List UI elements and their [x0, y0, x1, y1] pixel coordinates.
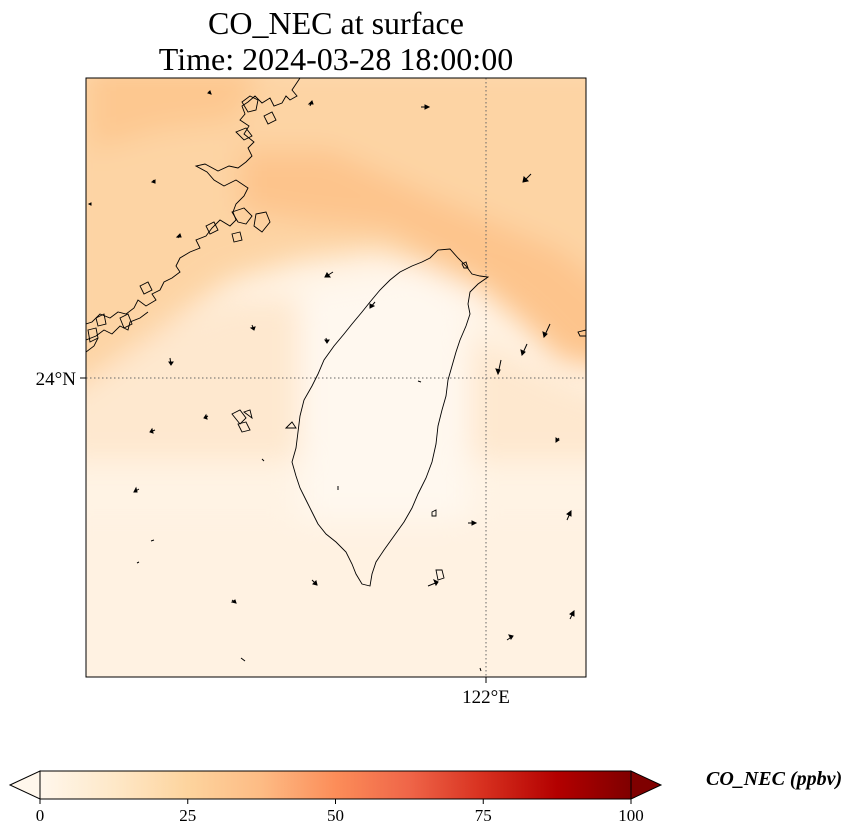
colorbar-extend-low [8, 770, 41, 800]
taiwan-coastline [291, 248, 490, 587]
colorbar-units-label: CO_NEC (ppbv) [706, 768, 843, 790]
lon-tick-label: 122°E [462, 687, 510, 708]
colorbar: 0 25 50 75 100 [8, 770, 663, 825]
colorbar-tick-label: 0 [36, 806, 45, 825]
colorbar-extend-high [630, 770, 663, 800]
mainland-coastline [86, 78, 301, 325]
lat-tick-label: 24°N [36, 369, 77, 390]
map-title-variable: CO_NEC at surface [208, 5, 464, 41]
colorbar-tick-label: 100 [618, 806, 644, 825]
map-title-time: Time: 2024-03-28 18:00:00 [158, 41, 514, 77]
wind-vectors [87, 90, 575, 672]
concentration-field [86, 78, 586, 677]
coastlines [86, 78, 586, 587]
colorbar-gradient [39, 770, 632, 800]
colorbar-tick-label: 50 [327, 806, 344, 825]
colorbar-tick-label: 25 [179, 806, 196, 825]
colorbar-tick-label: 75 [475, 806, 492, 825]
